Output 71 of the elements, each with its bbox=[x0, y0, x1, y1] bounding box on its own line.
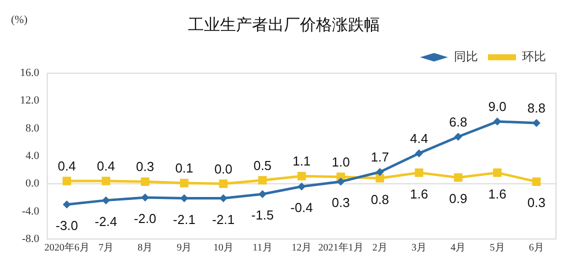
x-tick-label: 10月 bbox=[213, 242, 234, 254]
x-tick-label: 2月 bbox=[372, 242, 388, 254]
point bbox=[376, 168, 384, 176]
y-tick-label: -4.0 bbox=[22, 205, 40, 218]
data-label: -2.0 bbox=[134, 211, 156, 226]
data-label: 0.0 bbox=[214, 161, 232, 176]
y-tick-label: -8.0 bbox=[22, 232, 40, 245]
data-label: -1.5 bbox=[251, 208, 274, 223]
x-tick-label: 12月 bbox=[292, 242, 312, 254]
point bbox=[62, 176, 72, 186]
point bbox=[258, 176, 267, 185]
data-label: -2.4 bbox=[94, 214, 118, 229]
legend-label: 同比 bbox=[454, 49, 478, 64]
data-label: 0.3 bbox=[136, 159, 154, 174]
data-label: 1.1 bbox=[292, 154, 311, 169]
point bbox=[298, 182, 306, 190]
point bbox=[493, 168, 502, 177]
y-tick-label: 12.0 bbox=[20, 94, 40, 107]
y-tick-label: 0.0 bbox=[26, 178, 40, 190]
point bbox=[102, 196, 110, 204]
data-label: 0.9 bbox=[449, 191, 468, 206]
point bbox=[219, 179, 228, 188]
x-tick-label: 3月 bbox=[412, 242, 427, 254]
data-label: 0.3 bbox=[527, 195, 546, 210]
y-tick-label: 16.0 bbox=[20, 67, 40, 80]
data-label: 4.4 bbox=[410, 130, 428, 146]
data-label: 0.5 bbox=[253, 158, 272, 173]
x-tick-label: 5月 bbox=[490, 242, 505, 254]
point bbox=[415, 149, 424, 158]
point bbox=[454, 173, 462, 182]
point bbox=[180, 178, 188, 188]
x-tick-label: 7月 bbox=[98, 242, 114, 254]
y-tick-label: 8.0 bbox=[26, 122, 40, 134]
x-tick-label: 2020年6月 bbox=[44, 242, 90, 254]
data-label: 6.8 bbox=[449, 114, 468, 130]
data-label: -3.0 bbox=[56, 218, 78, 234]
data-label: 0.4 bbox=[96, 158, 115, 174]
data-label: -0.4 bbox=[290, 200, 313, 216]
data-label: -2.1 bbox=[173, 212, 196, 227]
x-tick-label: 6月 bbox=[528, 242, 544, 254]
data-label: 1.7 bbox=[370, 150, 389, 165]
point bbox=[336, 178, 345, 186]
point bbox=[454, 132, 462, 141]
y-axis-title: (%) bbox=[11, 14, 28, 26]
point bbox=[414, 168, 424, 177]
x-tick-label: 9月 bbox=[176, 242, 192, 254]
point bbox=[102, 176, 110, 186]
chart-title: 工业生产者出厂价格涨跌幅 bbox=[188, 14, 380, 34]
data-label: 1.6 bbox=[410, 186, 428, 202]
x-tick-label: 2021年1月 bbox=[318, 242, 364, 254]
point bbox=[532, 177, 541, 186]
data-label: 8.8 bbox=[527, 100, 546, 116]
point bbox=[140, 177, 150, 186]
point bbox=[297, 172, 306, 180]
data-label: 9.0 bbox=[488, 99, 506, 114]
data-label: 1.6 bbox=[488, 186, 506, 202]
data-label: 1.0 bbox=[332, 154, 350, 170]
data-label: 0.4 bbox=[58, 158, 76, 174]
point bbox=[258, 190, 266, 198]
point bbox=[62, 200, 71, 208]
legend-label: 环比 bbox=[522, 49, 546, 64]
x-tick-label: 4月 bbox=[450, 242, 466, 254]
data-label: 0.8 bbox=[370, 192, 389, 207]
point bbox=[376, 174, 384, 182]
x-tick-label: 11月 bbox=[252, 242, 272, 254]
data-label: 0.1 bbox=[175, 160, 194, 176]
x-tick-label: 8月 bbox=[138, 242, 153, 254]
y-tick-label: 4.0 bbox=[26, 150, 40, 162]
data-label: 0.3 bbox=[332, 195, 350, 210]
data-label: -2.1 bbox=[212, 212, 235, 227]
point bbox=[493, 118, 502, 126]
